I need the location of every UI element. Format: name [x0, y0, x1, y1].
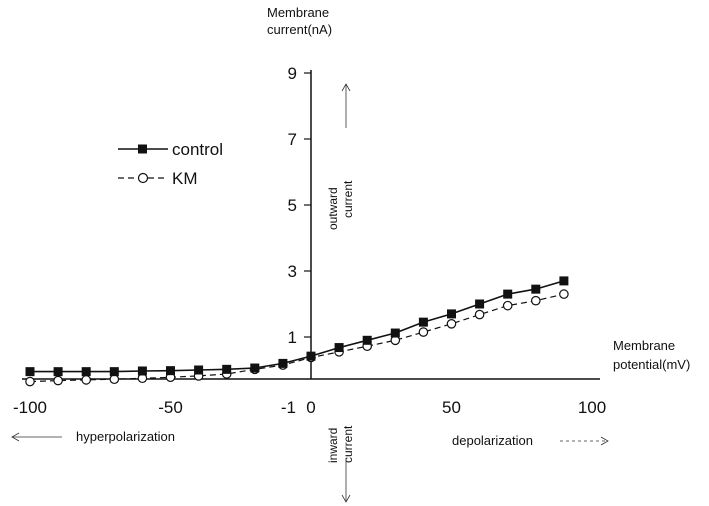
data-point-control: [447, 309, 456, 319]
data-point-km: [530, 295, 541, 306]
y-tick-label: 1: [288, 328, 297, 347]
x-axis-title-line1: Membrane: [613, 338, 675, 353]
x-axis-title-line2: potential(mV): [613, 357, 690, 372]
data-point-control: [137, 366, 147, 376]
data-point-control: [418, 317, 428, 327]
data-point-km: [446, 318, 457, 329]
inward-current-annotation: inward current: [326, 425, 355, 503]
data-point-control: [25, 367, 35, 377]
depolarization-label: depolarization: [452, 433, 533, 448]
data-point-control: [503, 289, 513, 299]
data-point-km: [559, 289, 569, 299]
data-point-control: [306, 351, 316, 361]
data-point-control: [81, 367, 91, 377]
data-point-control: [53, 367, 63, 377]
x-tick-label: 0: [306, 398, 315, 417]
x-tick-label: -50: [158, 398, 183, 417]
x-tick-label: 100: [578, 398, 606, 417]
data-point-control: [334, 343, 344, 353]
y-tick-label: 9: [288, 64, 297, 83]
outward-label-line1: outward: [326, 187, 340, 230]
hyperpolarization-arrow-head: [11, 432, 20, 442]
data-point-km: [25, 376, 35, 387]
legend: control KM: [118, 140, 223, 188]
y-axis-title-line2: current(nA): [267, 22, 332, 37]
y-tick-label: 3: [288, 262, 297, 281]
depolarization-annotation: depolarization: [452, 433, 609, 448]
hyperpolarization-annotation: hyperpolarization: [11, 429, 175, 444]
legend-km-marker: [137, 172, 149, 184]
legend-control-label: control: [172, 140, 223, 159]
series-line-km: [29, 293, 565, 383]
data-point-km: [418, 327, 429, 337]
data-point-control: [194, 365, 204, 375]
y-tick-label: -1: [281, 398, 296, 417]
inward-arrow-head: [341, 494, 351, 503]
outward-label-line2: current: [341, 180, 355, 218]
inward-label-line1: inward: [326, 428, 340, 463]
x-tick-label: -100: [13, 398, 47, 417]
data-point-km: [53, 375, 63, 386]
y-axis-title-line1: Membrane: [267, 5, 329, 20]
inward-label-line2: current: [341, 425, 355, 463]
data-point-control: [166, 366, 175, 376]
data-point-control: [222, 364, 232, 374]
data-point-control: [250, 363, 260, 373]
legend-km-label: KM: [172, 169, 198, 188]
data-point-control: [278, 358, 288, 368]
data-point-control: [109, 367, 119, 377]
data-point-control: [531, 284, 541, 294]
series-control: [25, 276, 569, 377]
outward-arrow-head: [341, 83, 351, 92]
y-tick-labels: -1 1 3 5 7 9: [281, 64, 311, 417]
data-point-control: [390, 328, 400, 338]
data-point-km: [109, 374, 120, 385]
depolarization-arrow-head: [600, 436, 609, 446]
series-line-control: [30, 280, 565, 373]
x-tick-label: 50: [442, 398, 461, 417]
data-point-control: [559, 276, 569, 286]
data-point-control: [475, 299, 485, 309]
y-tick-label: 5: [288, 196, 297, 215]
x-tick-labels: -100 -50 0 50 100: [13, 398, 606, 417]
data-point-control: [362, 335, 372, 345]
legend-control-marker: [138, 144, 147, 154]
hyperpolarization-label: hyperpolarization: [76, 429, 175, 444]
y-tick-label: 7: [288, 130, 297, 149]
outward-current-annotation: outward current: [326, 83, 355, 230]
data-point-km: [474, 309, 485, 320]
data-point-km: [502, 300, 513, 311]
data-point-km: [81, 375, 91, 385]
